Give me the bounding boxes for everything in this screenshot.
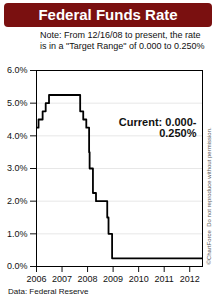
svg-text:5.0%: 5.0% [7, 98, 28, 108]
svg-text:2011: 2011 [155, 274, 174, 284]
html-text:Federal Funds Rate: Federal Funds Rate [38, 6, 178, 23]
svg-text:3.0%: 3.0% [7, 163, 28, 173]
svg-text:6.0%: 6.0% [7, 65, 28, 75]
html-text:Note: From 12/16/08 to present: Note: From 12/16/08 to present, the rate… [40, 30, 205, 51]
html-text:Data: Federal Reserve: Data: Federal Reserve [8, 287, 89, 296]
svg-text:0.0%: 0.0% [7, 261, 28, 271]
svg-text:2009: 2009 [103, 274, 123, 284]
svg-text:2008: 2008 [78, 274, 98, 284]
svg-text:4.0%: 4.0% [7, 131, 28, 141]
svg-text:2.0%: 2.0% [7, 196, 28, 206]
svg-text:2012: 2012 [180, 274, 200, 284]
svg-text:1.0%: 1.0% [7, 229, 28, 239]
svg-text:2006: 2006 [26, 274, 46, 284]
svg-text:2010: 2010 [129, 274, 149, 284]
svg-text:2007: 2007 [52, 274, 72, 284]
svg-text:Current: 0.000-0.250%: Current: 0.000-0.250% [119, 116, 197, 139]
svg-text:©ChartForce Do not reproduce: ©ChartForce Do not reproduce without per… [206, 127, 212, 264]
